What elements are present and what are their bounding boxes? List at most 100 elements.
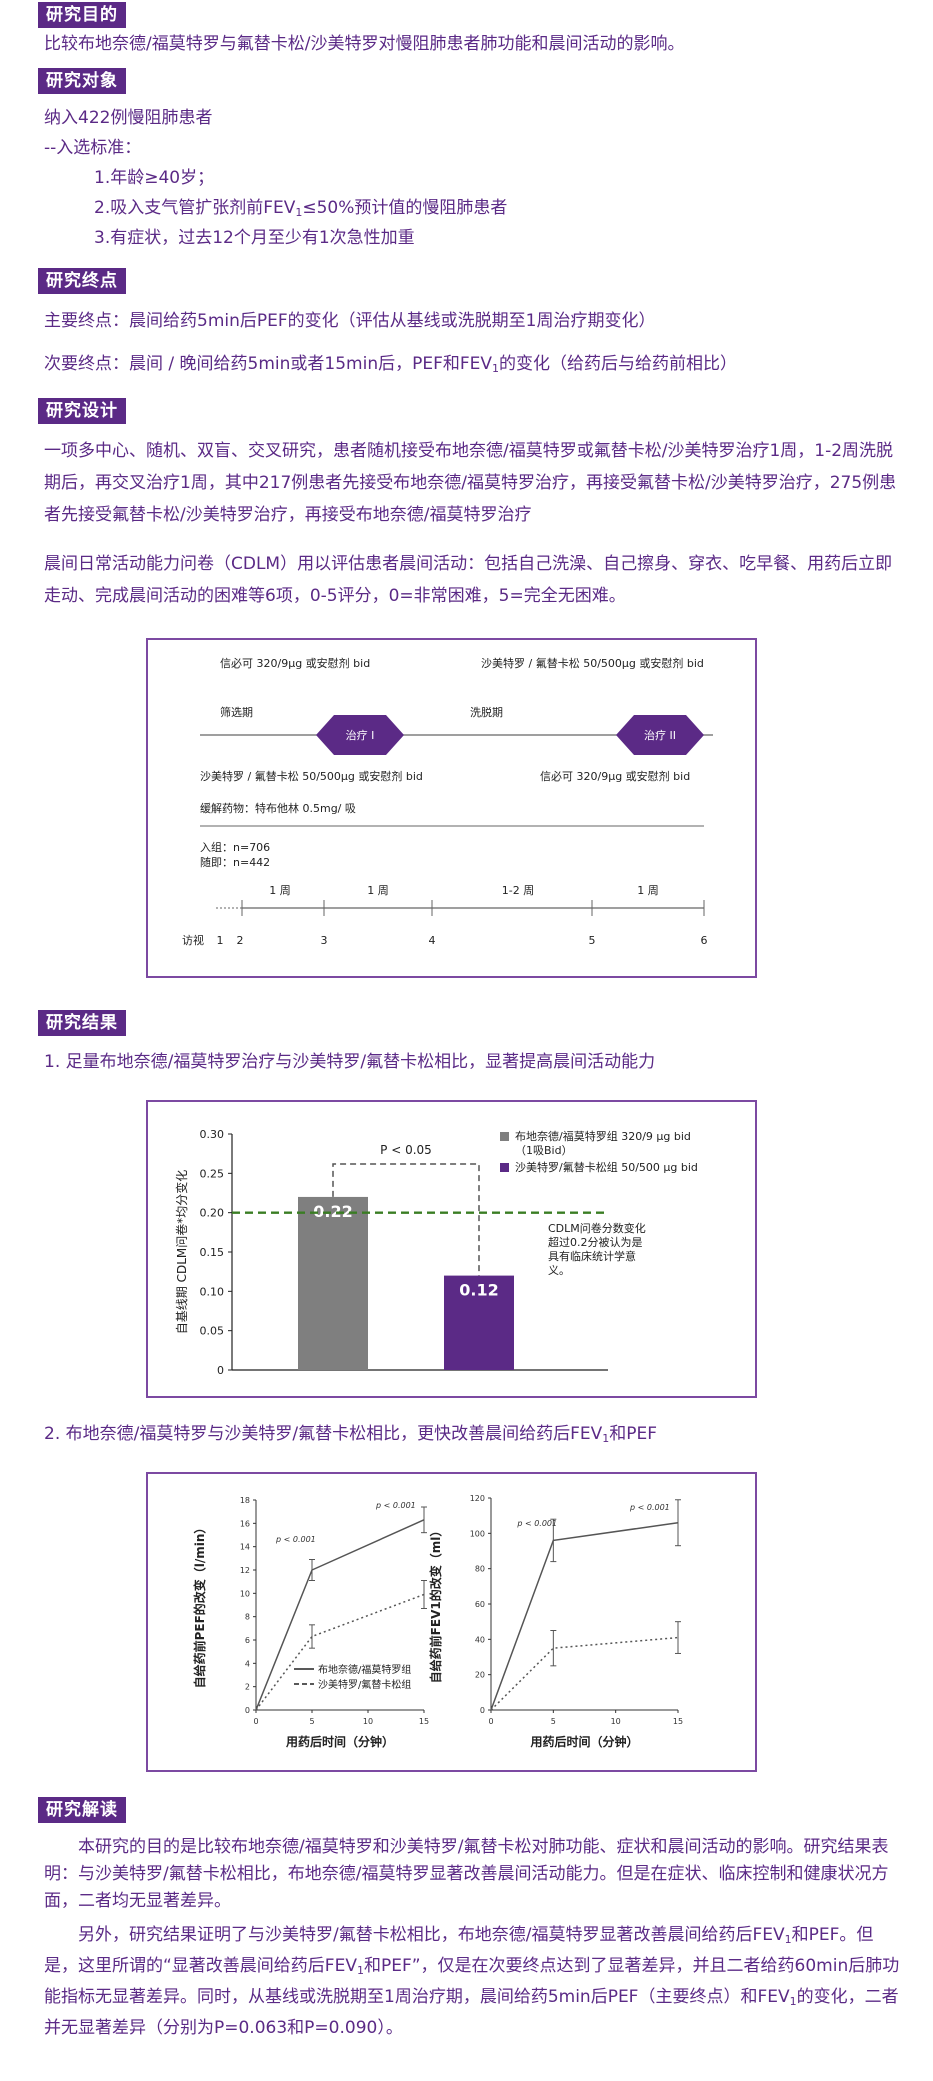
treatment-2-arrow <box>616 715 704 755</box>
y-tick-label: 0.15 <box>200 1246 225 1259</box>
y-tick-label: 10 <box>240 1589 250 1598</box>
criterion-3: 3.有症状，过去12个月至少有1次急性加重 <box>94 228 415 248</box>
screening-label: 筛选期 <box>220 705 253 719</box>
bar-chart-svg: 0 0.05 0.10 0.15 0.20 0.25 0.30 自基线期 CDLM问卷*均分变… <box>174 1128 698 1377</box>
bar-value-label: 0.12 <box>459 1281 498 1300</box>
primary-endpoint: 主要终点：晨间给药5min后PEF的变化（评估从基线或洗脱期至1周治疗期变化） <box>44 311 656 331</box>
y-tick-label: 40 <box>475 1635 485 1644</box>
y-tick-label: 4 <box>245 1659 250 1668</box>
threshold-annotation: 义。 <box>548 1264 570 1277</box>
period-label: 1 周 <box>269 884 291 897</box>
significance-label: P < 0.05 <box>380 1143 432 1157</box>
randomized-count: 随即：n=442 <box>200 855 270 869</box>
legend-swatch <box>500 1163 509 1172</box>
x-tick-label: 10 <box>363 1717 373 1726</box>
section-tag-subjects: 研究对象 <box>38 68 126 94</box>
subjects-count: 纳入422例慢阻肺患者 <box>44 108 213 128</box>
section-tag-purpose: 研究目的 <box>38 2 126 28</box>
y-tick-label: 12 <box>240 1566 250 1575</box>
threshold-annotation: CDLM问卷分数变化 <box>548 1221 646 1235</box>
p-value-annotation: p < 0.001 <box>275 1535 316 1544</box>
relief-medication: 缓解药物：特布他林 0.5mg/ 吸 <box>200 801 356 815</box>
y-tick-label: 18 <box>240 1496 250 1505</box>
visit-number: 1 <box>217 934 224 947</box>
p-value-annotation: p < 0.001 <box>629 1503 670 1512</box>
legend-label: 沙美特罗/氟替卡松组 <box>318 1678 411 1691</box>
period-label: 1 周 <box>637 884 659 897</box>
pef-fev1-line-charts: 0 2 4 6 8 10 12 14 16 18 0 5 10 15 用药后时间（分钟） 自给药前PEF的改变… <box>146 1472 757 1772</box>
threshold-annotation: 具有临床统计学意 <box>548 1249 636 1263</box>
bottom-right-label: 信必可 320/9μg 或安慰剂 bid <box>540 769 690 783</box>
treatment-1-label: 治疗 I <box>346 728 375 742</box>
significance-bracket <box>332 1163 480 1276</box>
y-tick-label: 0 <box>245 1706 250 1715</box>
purpose-text: 比较布地奈德/福莫特罗与氟替卡松/沙美特罗对慢阻肺患者肺功能和晨间活动的影响。 <box>44 34 685 54</box>
legend-label: （1吸Bid） <box>515 1144 573 1157</box>
visit-number: 2 <box>237 934 244 947</box>
y-tick-label: 6 <box>245 1636 250 1645</box>
bottom-left-label: 沙美特罗 / 氟替卡松 50/500μg 或安慰剂 bid <box>200 769 423 783</box>
x-axis-label: 用药后时间（分钟） <box>285 1734 394 1749</box>
series-line <box>255 1593 425 1711</box>
visit-number: 3 <box>321 934 328 947</box>
series-line <box>490 1636 679 1711</box>
x-axis-label: 用药后时间（分钟） <box>529 1734 638 1749</box>
y-axis-label: 自基线期 CDLM问卷*均分变化 <box>174 1170 189 1334</box>
period-label: 1 周 <box>367 884 389 897</box>
y-tick-label: 0.25 <box>200 1167 225 1180</box>
x-tick-label: 0 <box>488 1717 493 1726</box>
design-paragraph-1: 一项多中心、随机、双盲、交叉研究，患者随机接受布地奈德/福莫特罗或氟替卡松/沙美… <box>44 441 897 525</box>
x-tick-label: 15 <box>673 1717 683 1726</box>
visit-number: 4 <box>429 934 436 947</box>
y-tick-label: 16 <box>240 1519 250 1528</box>
x-tick-label: 5 <box>551 1717 556 1726</box>
visit-axis-label: 访视 <box>182 933 204 947</box>
y-tick-label: 8 <box>245 1613 250 1622</box>
y-tick-label: 0.30 <box>200 1128 225 1141</box>
section-tag-results: 研究结果 <box>38 1010 126 1036</box>
y-tick-label: 0 <box>217 1364 224 1377</box>
bar-value-label: 0.22 <box>313 1202 352 1221</box>
interpretation-paragraph-2: 另外，研究结果证明了与沙美特罗/氟替卡松相比，布地奈德/福莫特罗显著改善晨间给药… <box>44 1925 900 2038</box>
x-tick-label: 5 <box>309 1717 314 1726</box>
section-tag-design: 研究设计 <box>38 398 126 424</box>
y-tick-label: 0.10 <box>200 1285 225 1298</box>
y-tick-label: 0.05 <box>200 1325 225 1338</box>
legend-label: 沙美特罗/氟替卡松组 50/500 μg bid <box>515 1160 698 1174</box>
visit-number: 6 <box>701 934 708 947</box>
criterion-1: 1.年龄≥40岁； <box>94 168 215 188</box>
y-tick-label: 2 <box>245 1683 250 1692</box>
legend-swatch <box>500 1132 509 1141</box>
criteria-heading: --入选标准： <box>44 138 142 158</box>
result-1-heading: 1. 足量布地奈德/福莫特罗治疗与沙美特罗/氟替卡松相比，显著提高晨间活动能力 <box>44 1052 656 1072</box>
result-2-heading: 2. 布地奈德/福莫特罗与沙美特罗/氟替卡松相比，更快改善晨间给药后FEV1和P… <box>44 1424 658 1445</box>
y-tick-label: 0 <box>480 1706 485 1715</box>
y-axis-label: 自给药前PEF的改变（l/min） <box>192 1522 207 1689</box>
line-charts-svg: 0 2 4 6 8 10 12 14 16 18 0 5 10 15 用药后时间（分钟） 自给药前PEF的改变… <box>192 1494 683 1749</box>
y-tick-label: 100 <box>470 1529 485 1538</box>
threshold-annotation: 超过0.2分被认为是 <box>548 1235 643 1249</box>
legend-label: 布地奈德/福莫特罗组 320/9 μg bid <box>515 1129 691 1143</box>
treatment-2-label: 治疗 II <box>644 728 676 742</box>
bar <box>298 1196 368 1370</box>
y-tick-label: 20 <box>475 1671 485 1680</box>
x-tick-label: 15 <box>419 1717 429 1726</box>
washout-label: 洗脱期 <box>470 705 503 719</box>
study-design-diagram: 信必可 320/9μg 或安慰剂 bid 沙美特罗 / 氟替卡松 50/500μ… <box>146 638 757 978</box>
period-label: 1-2 周 <box>502 884 534 897</box>
y-tick-label: 0.20 <box>200 1207 225 1220</box>
p-value-annotation: p < 0.001 <box>516 1519 557 1528</box>
criterion-2: 2.吸入支气管扩张剂前FEV1≤50%预计值的慢阻肺患者 <box>94 198 508 219</box>
legend-label: 布地奈德/福莫特罗组 <box>318 1663 411 1676</box>
y-tick-label: 80 <box>475 1565 485 1574</box>
cdlm-bar-chart: 0 0.05 0.10 0.15 0.20 0.25 0.30 自基线期 CDLM问卷*均分变… <box>146 1100 757 1398</box>
visit-number: 5 <box>589 934 596 947</box>
y-tick-label: 14 <box>240 1543 250 1552</box>
bar <box>444 1275 514 1370</box>
section-tag-interpretation: 研究解读 <box>38 1797 126 1823</box>
y-tick-label: 120 <box>470 1494 485 1503</box>
p-value-annotation: p < 0.001 <box>375 1501 416 1510</box>
enrolled-count: 入组：n=706 <box>200 840 270 854</box>
top-left-label: 信必可 320/9μg 或安慰剂 bid <box>220 656 370 670</box>
series-line <box>490 1521 679 1711</box>
